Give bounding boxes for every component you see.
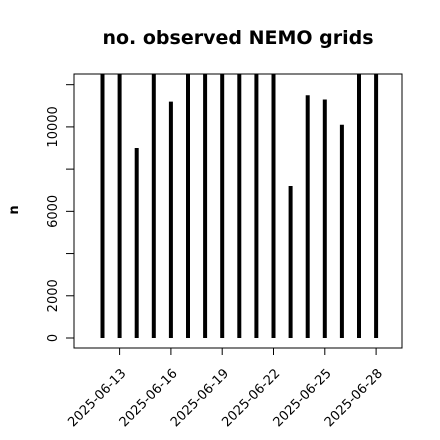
y-tick-label-0: 0: [46, 334, 61, 342]
y-tick-label-10000: 10000: [46, 106, 61, 147]
y-tick-label-2000: 2000: [46, 279, 61, 312]
y-axis-label: n: [7, 205, 22, 214]
bars-group: [100, 74, 379, 338]
y-axis: 0 2000 6000 10000: [46, 84, 75, 342]
chart-title: no. observed NEMO grids: [102, 27, 373, 49]
x-axis: 2025-06-132025-06-162025-06-192025-06-22…: [65, 347, 386, 430]
y-tick-label-6000: 6000: [46, 195, 61, 228]
